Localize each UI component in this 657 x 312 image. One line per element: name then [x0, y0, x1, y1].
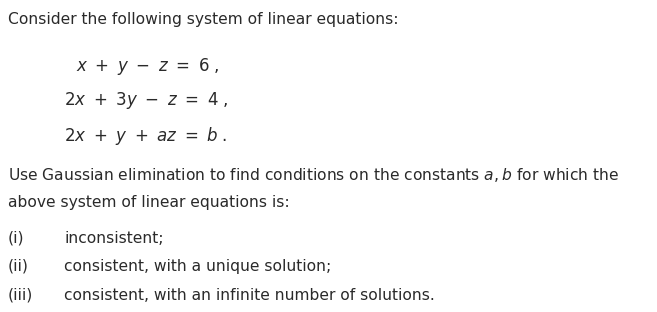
Text: $x \ + \ y \ - \ z \ = \ 6 \;,$: $x \ + \ y \ - \ z \ = \ 6 \;,$ [76, 56, 219, 77]
Text: (iii): (iii) [8, 288, 33, 303]
Text: Use Gaussian elimination to find conditions on the constants $a,b$ for which the: Use Gaussian elimination to find conditi… [8, 166, 619, 184]
Text: $2x \ + \ y \ + \ az \ = \ b \;.$: $2x \ + \ y \ + \ az \ = \ b \;.$ [64, 125, 227, 147]
Text: consistent, with a unique solution;: consistent, with a unique solution; [64, 259, 332, 274]
Text: (i): (i) [8, 231, 24, 246]
Text: (ii): (ii) [8, 259, 29, 274]
Text: inconsistent;: inconsistent; [64, 231, 164, 246]
Text: consistent, with an infinite number of solutions.: consistent, with an infinite number of s… [64, 288, 435, 303]
Text: Consider the following system of linear equations:: Consider the following system of linear … [8, 12, 398, 27]
Text: $2x \ + \ 3y \ - \ z \ = \ 4 \;,$: $2x \ + \ 3y \ - \ z \ = \ 4 \;,$ [64, 90, 228, 111]
Text: above system of linear equations is:: above system of linear equations is: [8, 195, 290, 210]
